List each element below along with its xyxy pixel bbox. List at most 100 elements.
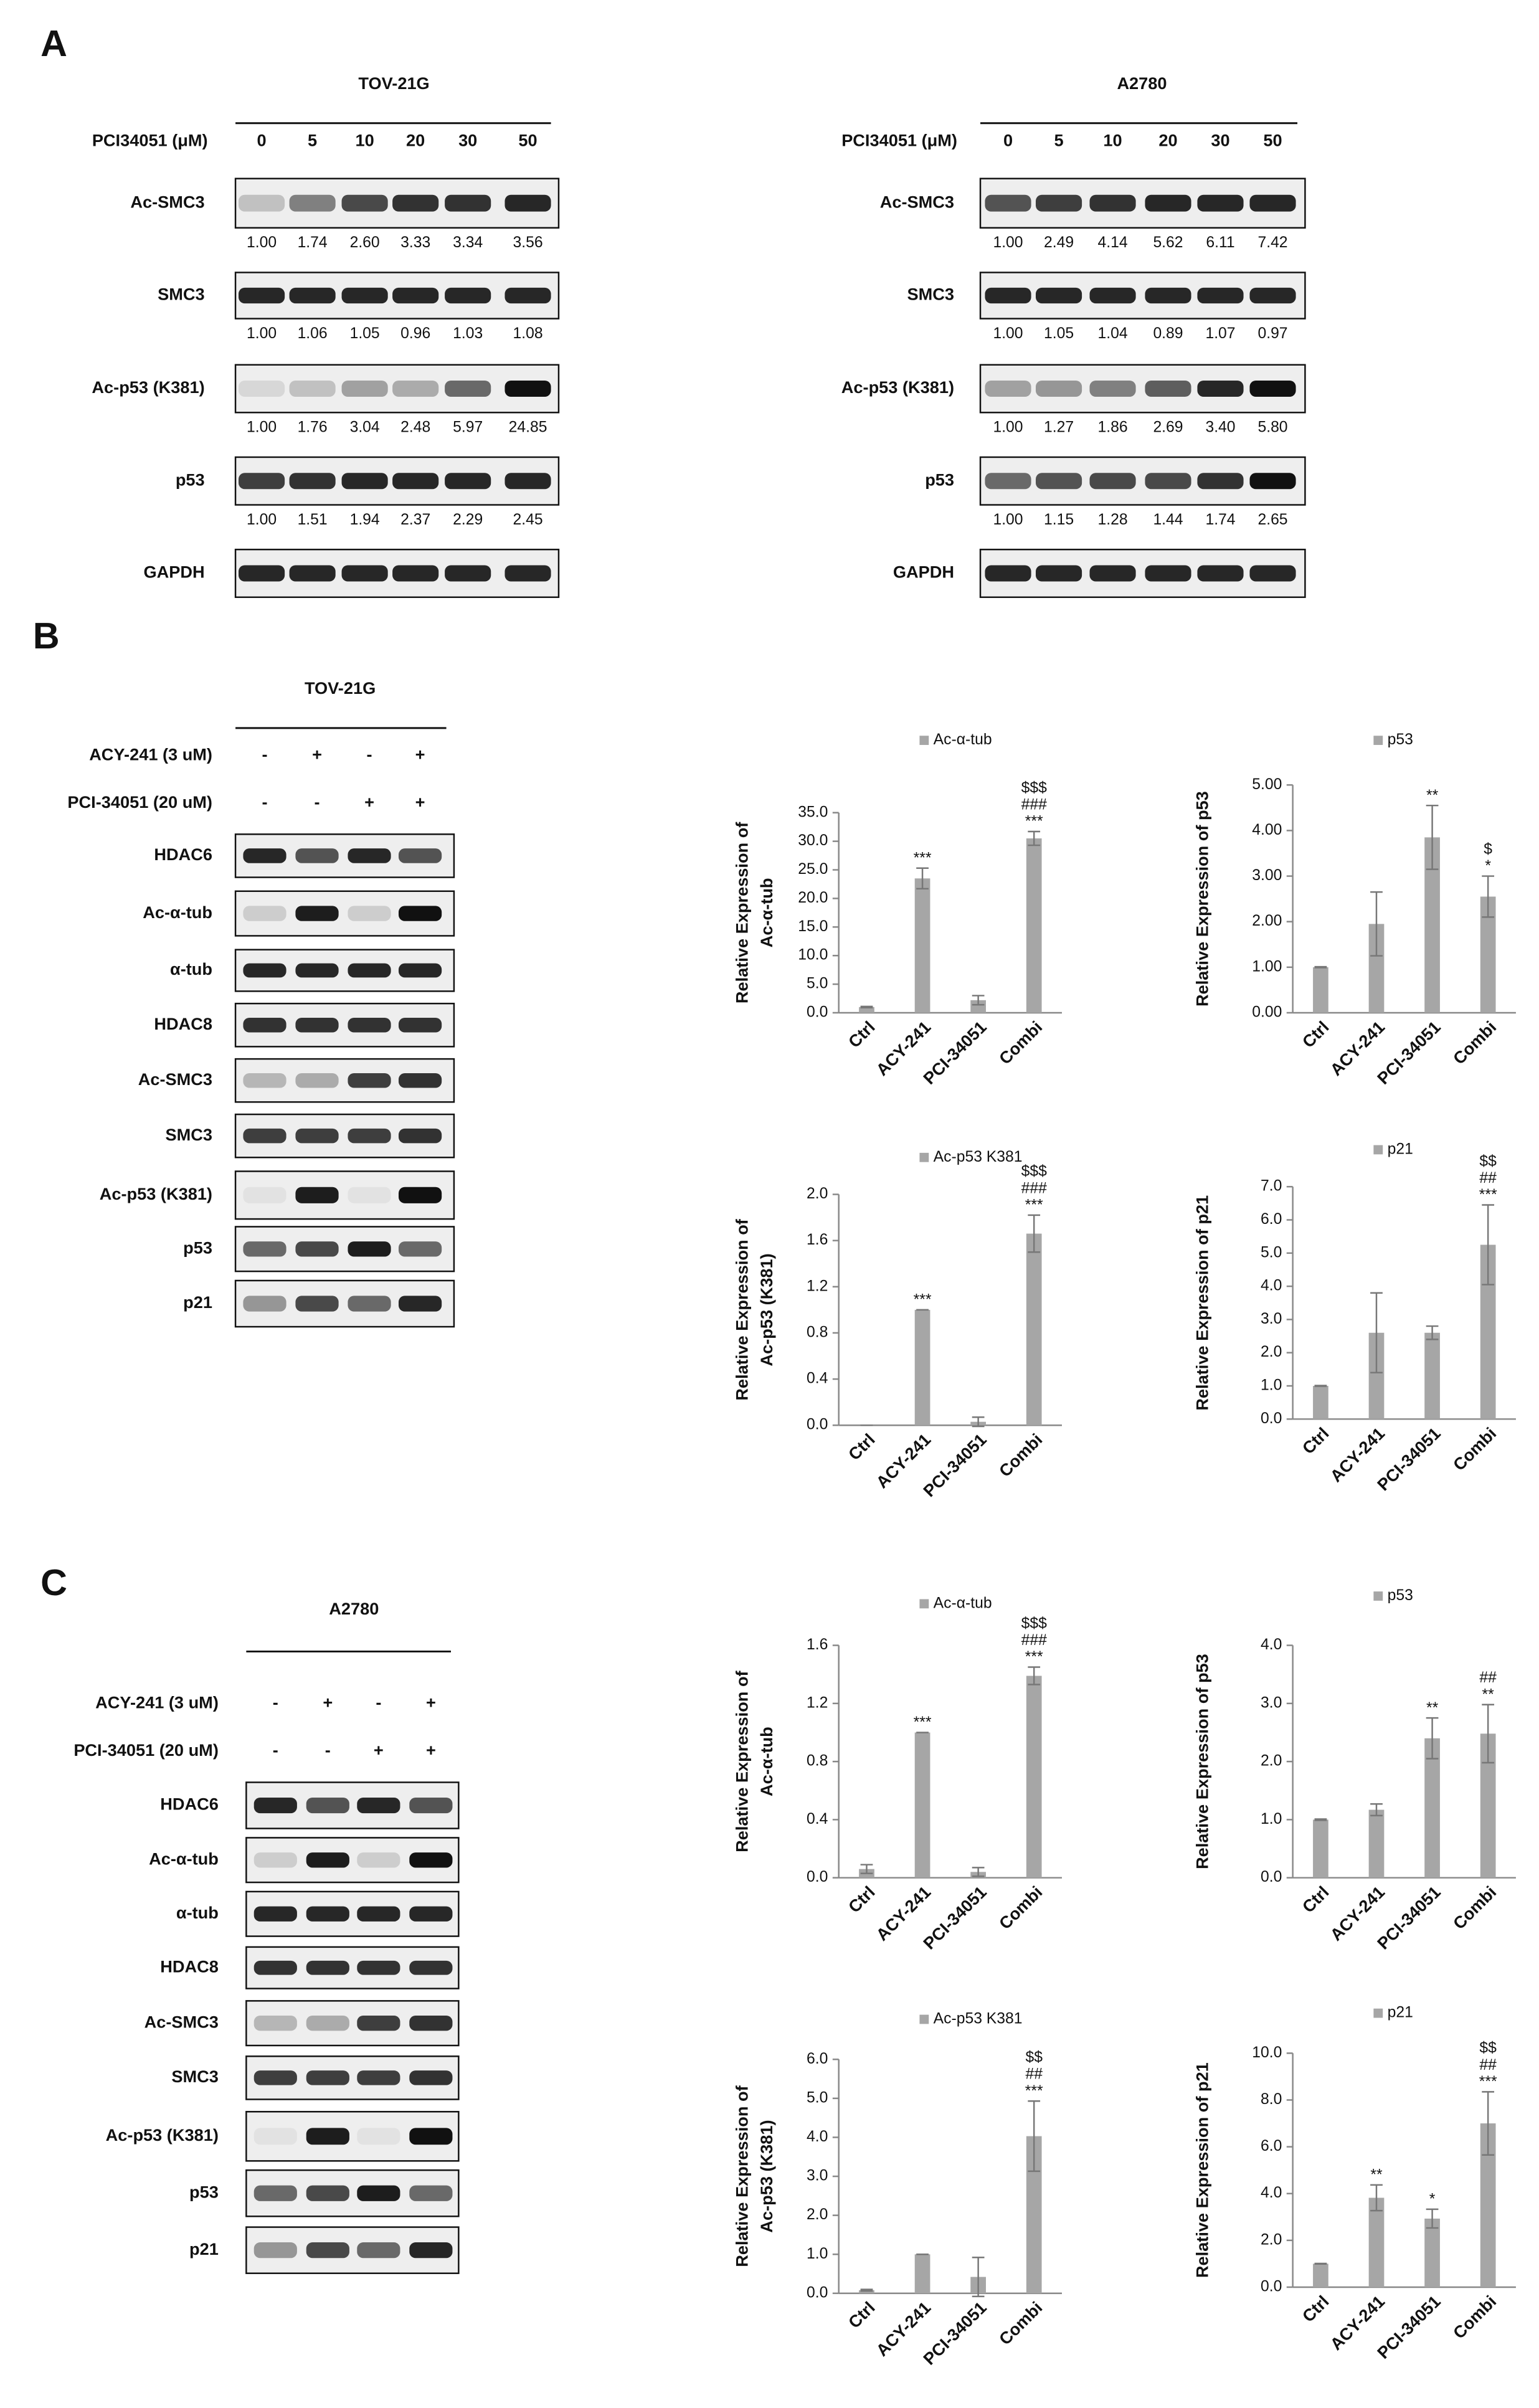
quant: 1.00: [247, 419, 277, 436]
treatment-sign: +: [374, 1740, 384, 1760]
row-label: Ac-SMC3: [880, 192, 954, 211]
blot-band: [409, 2128, 453, 2145]
blot-band: [1089, 194, 1136, 212]
y-tick-label: 0.0: [807, 1004, 828, 1021]
quant: 5.80: [1257, 419, 1287, 436]
blot-band: [357, 2128, 400, 2145]
blot-band: [289, 380, 336, 397]
blot-band: [409, 2242, 453, 2259]
y-axis-label: Ac-α-tub: [757, 1727, 776, 1796]
x-tick-label: Ctrl: [845, 1429, 879, 1464]
y-axis-label: Relative Expression of p53: [1193, 1654, 1212, 1869]
dose: 20: [406, 131, 425, 150]
blot-band: [504, 287, 551, 304]
dose: 10: [356, 131, 374, 150]
dose: 50: [1263, 131, 1282, 150]
quant: 1.06: [298, 325, 328, 342]
row-label: Ac-α-tub: [143, 903, 212, 922]
blot-band: [1035, 565, 1082, 582]
blot-band: [1089, 473, 1136, 490]
error-bar: [1370, 2184, 1383, 2212]
blot-band: [357, 1797, 400, 1814]
y-axis-label: Relative Expression of: [732, 1218, 752, 1400]
y-tick-label: 2.0: [1261, 1344, 1282, 1360]
error-bar: [972, 995, 985, 1006]
significance: ##: [1479, 1669, 1497, 1686]
bar: [1026, 1676, 1042, 1878]
quant: 2.29: [453, 511, 483, 528]
blot-band: [1197, 565, 1244, 582]
significance: ***: [1025, 813, 1043, 830]
blot-band: [1249, 380, 1296, 397]
x-tick-label: Ctrl: [1299, 1882, 1333, 1917]
quant: 1.74: [1205, 511, 1235, 528]
blot-band: [253, 1852, 297, 1868]
legend-label: Ac-p53 K381: [934, 2011, 1023, 2027]
treatment-sign: +: [323, 1693, 333, 1712]
blot-band: [348, 1128, 391, 1144]
row-label: Ac-SMC3: [138, 1069, 212, 1089]
blot-band: [398, 1073, 442, 1088]
blot-band: [306, 2016, 349, 2031]
blot-band: [253, 2185, 297, 2201]
y-tick-label: 8.0: [1261, 2091, 1282, 2108]
blot-band: [243, 1073, 286, 1088]
blot-band: [445, 380, 491, 397]
blot-band: [398, 1128, 442, 1144]
y-tick-label: 6.0: [1261, 1211, 1282, 1228]
y-tick-label: 1.0: [807, 2245, 828, 2262]
legend-swatch: [1373, 736, 1383, 746]
error-bar: [1370, 891, 1383, 957]
blot-band: [409, 2185, 453, 2201]
bar: [1313, 967, 1328, 1013]
dose: 30: [1211, 131, 1229, 150]
blot-band: [239, 473, 285, 490]
y-tick-label: 3.0: [1261, 1311, 1282, 1327]
y-tick-label: 5.0: [1261, 1244, 1282, 1261]
treatment-sign: +: [312, 745, 322, 764]
row-label: p21: [189, 2239, 219, 2259]
cell-line: A2780: [329, 1599, 379, 1618]
blot-band: [1145, 194, 1191, 212]
quant: 0.97: [1257, 325, 1287, 342]
blot-band: [289, 473, 336, 490]
row-label: p53: [183, 1238, 212, 1257]
y-tick-label: 6.0: [807, 2050, 828, 2067]
panel-label: B: [33, 615, 60, 657]
legend-swatch: [1373, 2008, 1383, 2018]
blot-band: [409, 2070, 453, 2085]
error-bar: [1482, 1704, 1495, 1764]
treatment-sign: +: [364, 792, 374, 812]
y-tick-label: 20.0: [798, 889, 828, 906]
blot-band: [295, 1187, 339, 1203]
row-label: α-tub: [176, 1903, 219, 1922]
blot-band: [306, 1852, 349, 1868]
significance: $$$: [1021, 1163, 1047, 1180]
blot-band: [504, 473, 551, 490]
blot-band: [295, 1296, 339, 1312]
y-tick-label: 3.0: [807, 2168, 828, 2184]
quant: 1.86: [1097, 419, 1127, 436]
significance: ***: [1025, 1649, 1043, 1666]
bar: [859, 2290, 874, 2293]
bar: [1313, 1386, 1328, 1420]
error-bar: [1028, 1666, 1041, 1685]
y-tick-label: 1.0: [1261, 1811, 1282, 1827]
y-axis-label: Ac-α-tub: [757, 878, 776, 947]
x-tick-label: Combi: [1449, 1017, 1500, 1068]
y-tick-label: 25.0: [798, 861, 828, 878]
y-tick-label: 2.0: [1261, 2231, 1282, 2248]
y-tick-label: 4.00: [1252, 822, 1282, 838]
quant: 1.74: [298, 234, 328, 251]
error-bar: [1426, 804, 1439, 870]
error-bar: [1314, 1385, 1327, 1387]
y-tick-label: 0.0: [807, 1416, 828, 1433]
significance: ***: [1479, 1187, 1497, 1203]
quant: 2.49: [1044, 234, 1074, 251]
significance: *: [1485, 858, 1491, 875]
y-tick-label: 10.0: [798, 947, 828, 964]
blot-band: [357, 2242, 400, 2259]
treatment-sign: -: [262, 745, 267, 764]
error-bar: [1482, 1204, 1495, 1286]
error-bar: [860, 1864, 873, 1874]
